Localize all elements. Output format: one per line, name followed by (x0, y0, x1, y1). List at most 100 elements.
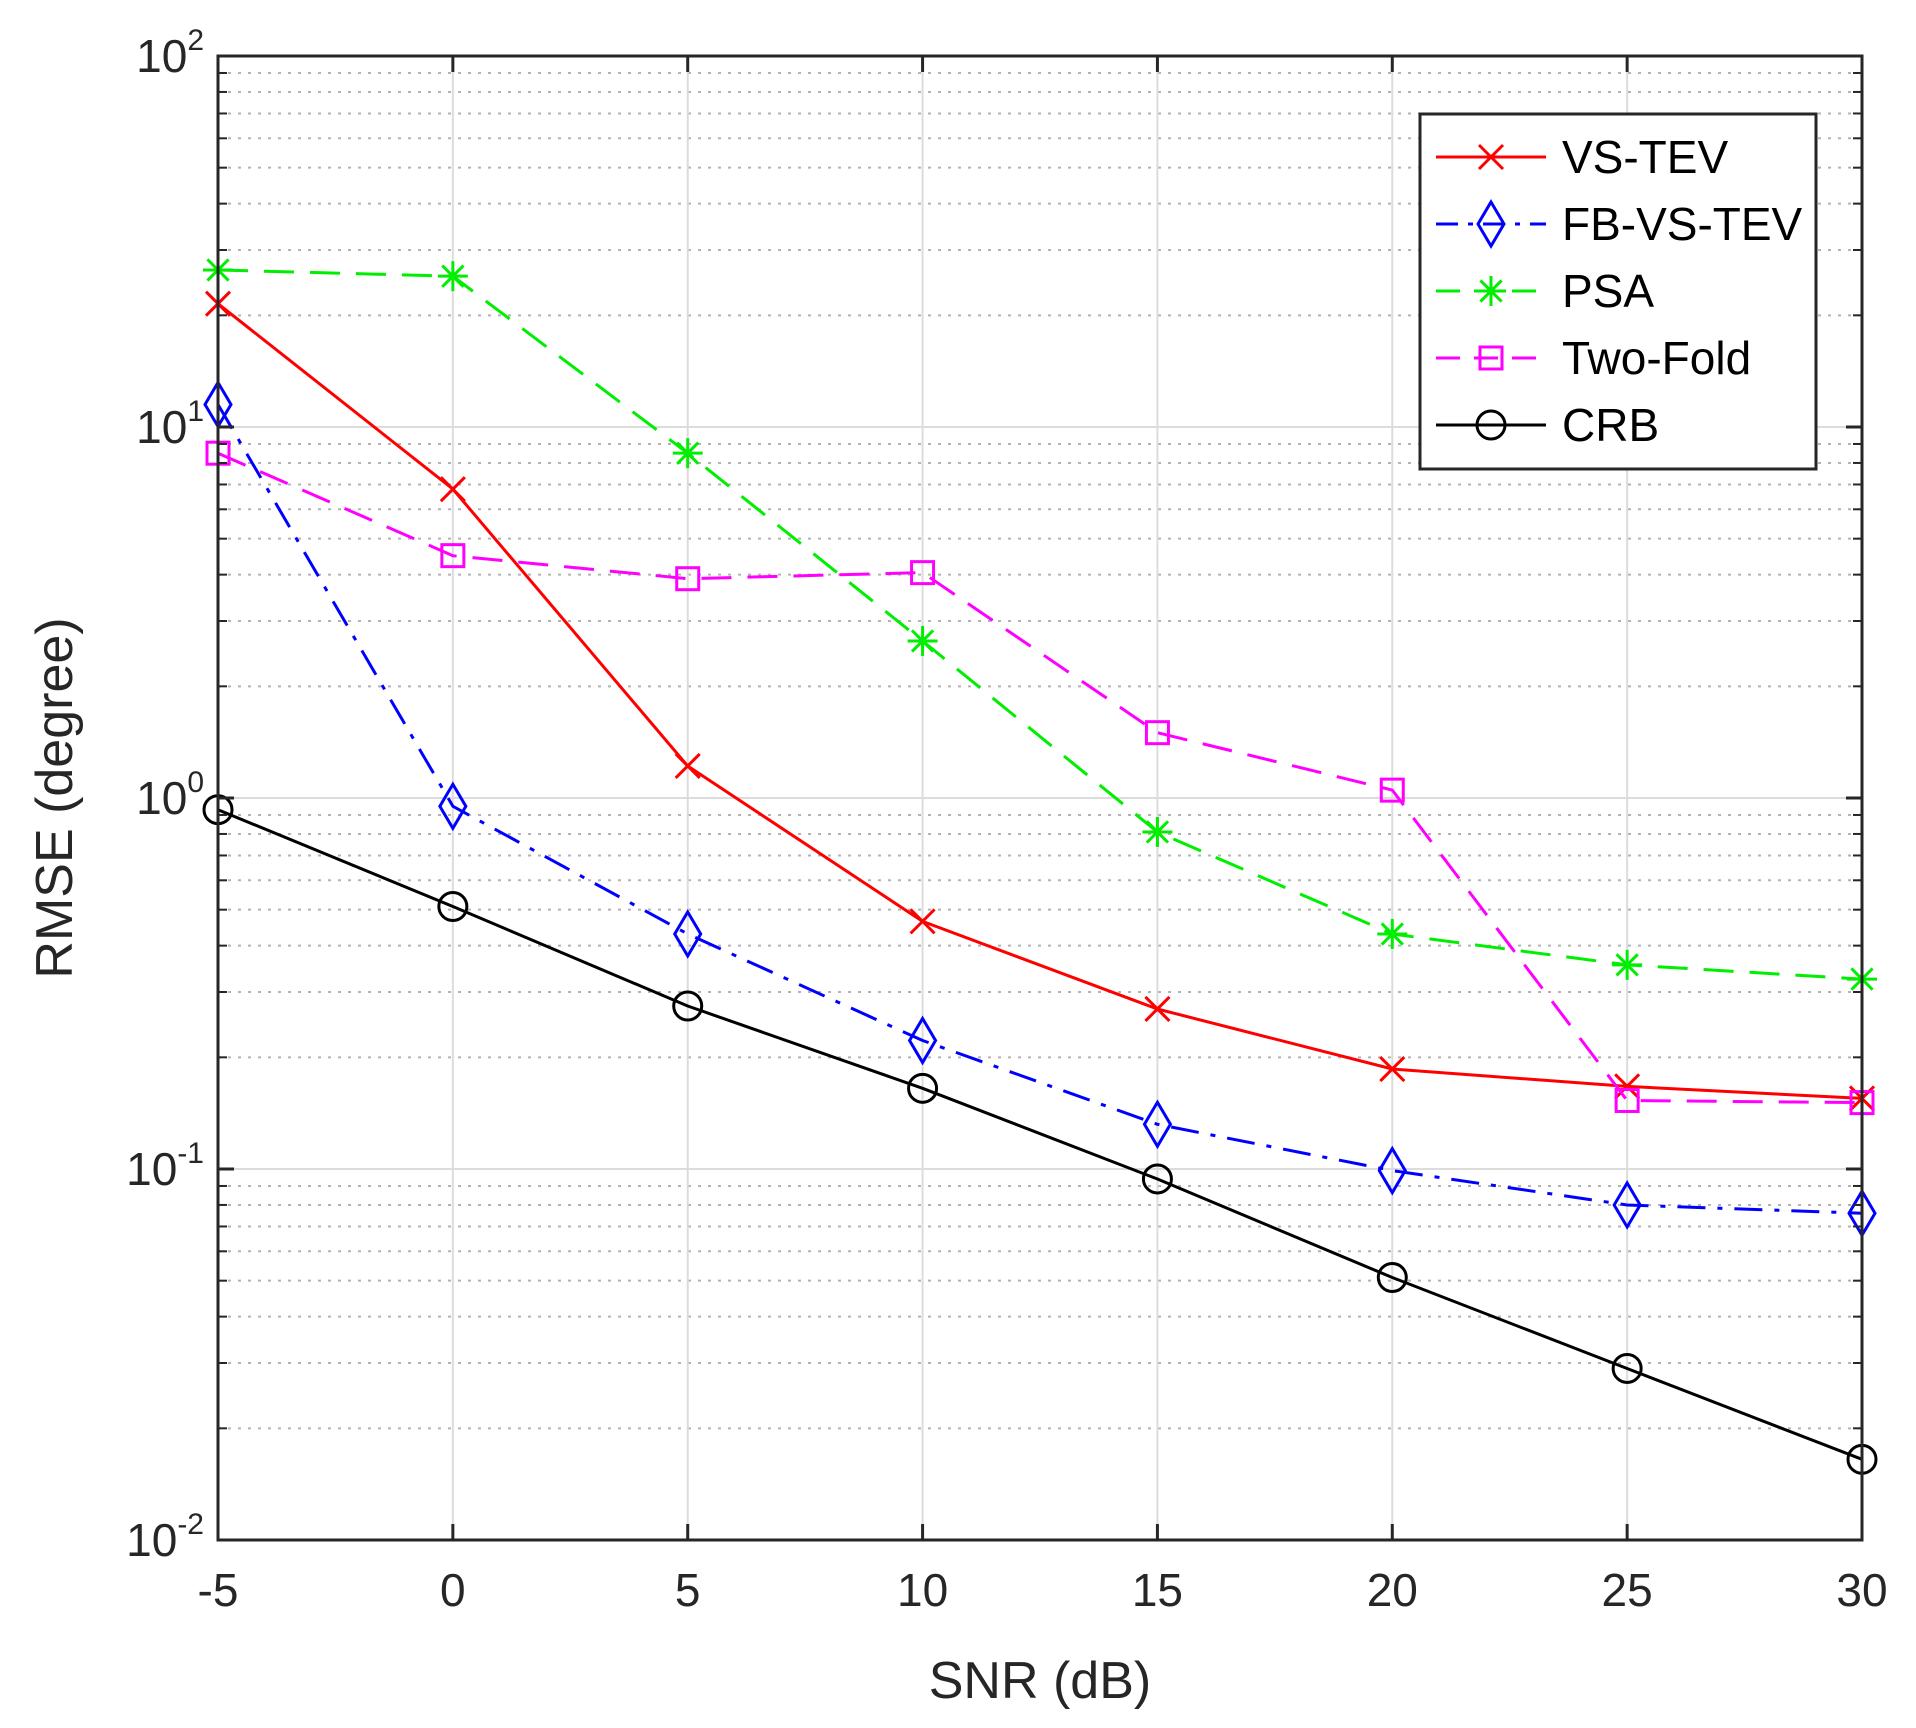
marker-stroke (1144, 995, 1171, 1023)
data-point-crb (672, 990, 704, 1022)
legend-entry-crb: CRB (1436, 399, 1659, 451)
data-point-two-fold (440, 543, 466, 569)
x-tick-label: 20 (1367, 1564, 1418, 1616)
y-tick-label: 100 (136, 766, 204, 824)
data-point-psa (1612, 949, 1643, 980)
series-line-fb-vs-tev (216, 403, 1863, 1215)
y-tick-base: 10 (136, 30, 187, 82)
marker-shape (1478, 345, 1504, 371)
series-line-two-fold (217, 451, 1863, 1105)
data-point-two-fold (1379, 777, 1405, 803)
marker-stroke (1479, 279, 1503, 303)
x-tick-label: 10 (897, 1564, 948, 1616)
data-point-fb-vs-tev (438, 781, 468, 832)
marker-shape (1476, 199, 1506, 249)
y-tick-base: 10 (126, 1143, 177, 1195)
data-point-crb (1376, 1261, 1408, 1293)
y-tick-label: 10-2 (126, 1508, 204, 1566)
marker-shape (907, 1015, 938, 1066)
data-point-psa (672, 438, 703, 469)
series-line-crb (217, 808, 1863, 1461)
marker-shape (910, 560, 936, 586)
data-point-vs-tev (1379, 1055, 1406, 1083)
series-line-psa (217, 268, 1863, 981)
data-point-vs-tev (909, 908, 936, 935)
legend-entry-psa: PSA (1436, 265, 1654, 317)
x-tick-label: 0 (440, 1564, 466, 1616)
legend-entry-vs-tev: VS-TEV (1436, 131, 1728, 183)
legend-entry-two-fold: Two-Fold (1436, 332, 1751, 384)
marker-stroke (1614, 1073, 1641, 1100)
marker-shape (1376, 1261, 1408, 1293)
marker-shape (1142, 1099, 1173, 1150)
marker-stroke (1477, 143, 1505, 171)
marker-stroke (1615, 953, 1639, 977)
data-point-fb-vs-tev (907, 1015, 938, 1066)
legend-label: CRB (1562, 399, 1659, 451)
y-tick-exponent: -1 (177, 1137, 204, 1170)
marker-stroke (441, 264, 465, 288)
data-point-crb (907, 1072, 939, 1104)
data-point-fb-vs-tev (1612, 1180, 1642, 1230)
marker-stroke (676, 441, 700, 465)
data-point-fb-vs-tev (1142, 1099, 1173, 1150)
legend-label: VS-TEV (1562, 131, 1728, 183)
series-fb-vs-tev (203, 379, 1877, 1239)
legend-marker (1475, 409, 1507, 441)
x-tick-label: 25 (1602, 1564, 1653, 1616)
marker-shape (1611, 1352, 1643, 1384)
y-tick-label: 102 (136, 24, 204, 82)
x-tick-label: 30 (1836, 1564, 1887, 1616)
y-tick-label: 10-1 (126, 1137, 204, 1195)
marker-stroke (909, 908, 936, 935)
x-axis-label: SNR (dB) (929, 1652, 1151, 1710)
data-point-psa (437, 261, 468, 292)
marker-stroke (1379, 1055, 1406, 1083)
y-tick-exponent: -2 (177, 1508, 204, 1541)
data-point-psa (907, 625, 938, 656)
marker-shape (672, 909, 703, 959)
data-point-vs-tev (1144, 995, 1171, 1023)
marker-stroke (674, 752, 701, 780)
data-point-vs-tev (1614, 1073, 1641, 1100)
x-tick-label: 5 (675, 1564, 701, 1616)
data-point-crb (437, 890, 469, 922)
marker-shape (1144, 720, 1170, 746)
marker-stroke (910, 629, 935, 653)
data-point-vs-tev (674, 752, 701, 780)
y-tick-exponent: 1 (187, 395, 204, 428)
data-point-two-fold (675, 566, 701, 592)
marker-shape (907, 1072, 939, 1104)
marker-shape (437, 890, 469, 922)
data-point-vs-tev (439, 476, 466, 503)
data-point-two-fold (1144, 720, 1170, 746)
legend-marker (1477, 143, 1505, 171)
y-tick-exponent: 2 (187, 24, 204, 57)
y-tick-base: 10 (136, 401, 187, 453)
y-tick-label: 101 (136, 395, 204, 453)
x-tick-label: 15 (1132, 1564, 1183, 1616)
y-tick-base: 10 (126, 1514, 177, 1566)
data-point-two-fold (1614, 1087, 1640, 1113)
series-line-vs-tev (217, 302, 1863, 1100)
marker-shape (440, 543, 466, 569)
marker-shape (1612, 1180, 1642, 1230)
legend-marker (1478, 345, 1504, 371)
marker-shape (438, 781, 468, 832)
series-vs-tev (204, 290, 1876, 1112)
marker-shape (1141, 1163, 1173, 1195)
marker-shape (675, 566, 701, 592)
marker-stroke (1145, 820, 1170, 844)
marker-shape (1614, 1087, 1640, 1113)
marker-shape (1379, 777, 1405, 803)
marker-shape (672, 990, 704, 1022)
legend-label: FB-VS-TEV (1562, 198, 1803, 250)
legend: VS-TEV FB-VS-TEV PSA Two-Fold CRB (1418, 112, 1818, 471)
legend-marker (1476, 199, 1506, 249)
data-point-psa (1377, 918, 1408, 949)
marker-shape (1475, 409, 1507, 441)
data-point-crb (1611, 1352, 1643, 1384)
y-tick-exponent: 0 (187, 766, 204, 799)
legend-entry-fb-vs-tev: FB-VS-TEV (1436, 198, 1803, 250)
